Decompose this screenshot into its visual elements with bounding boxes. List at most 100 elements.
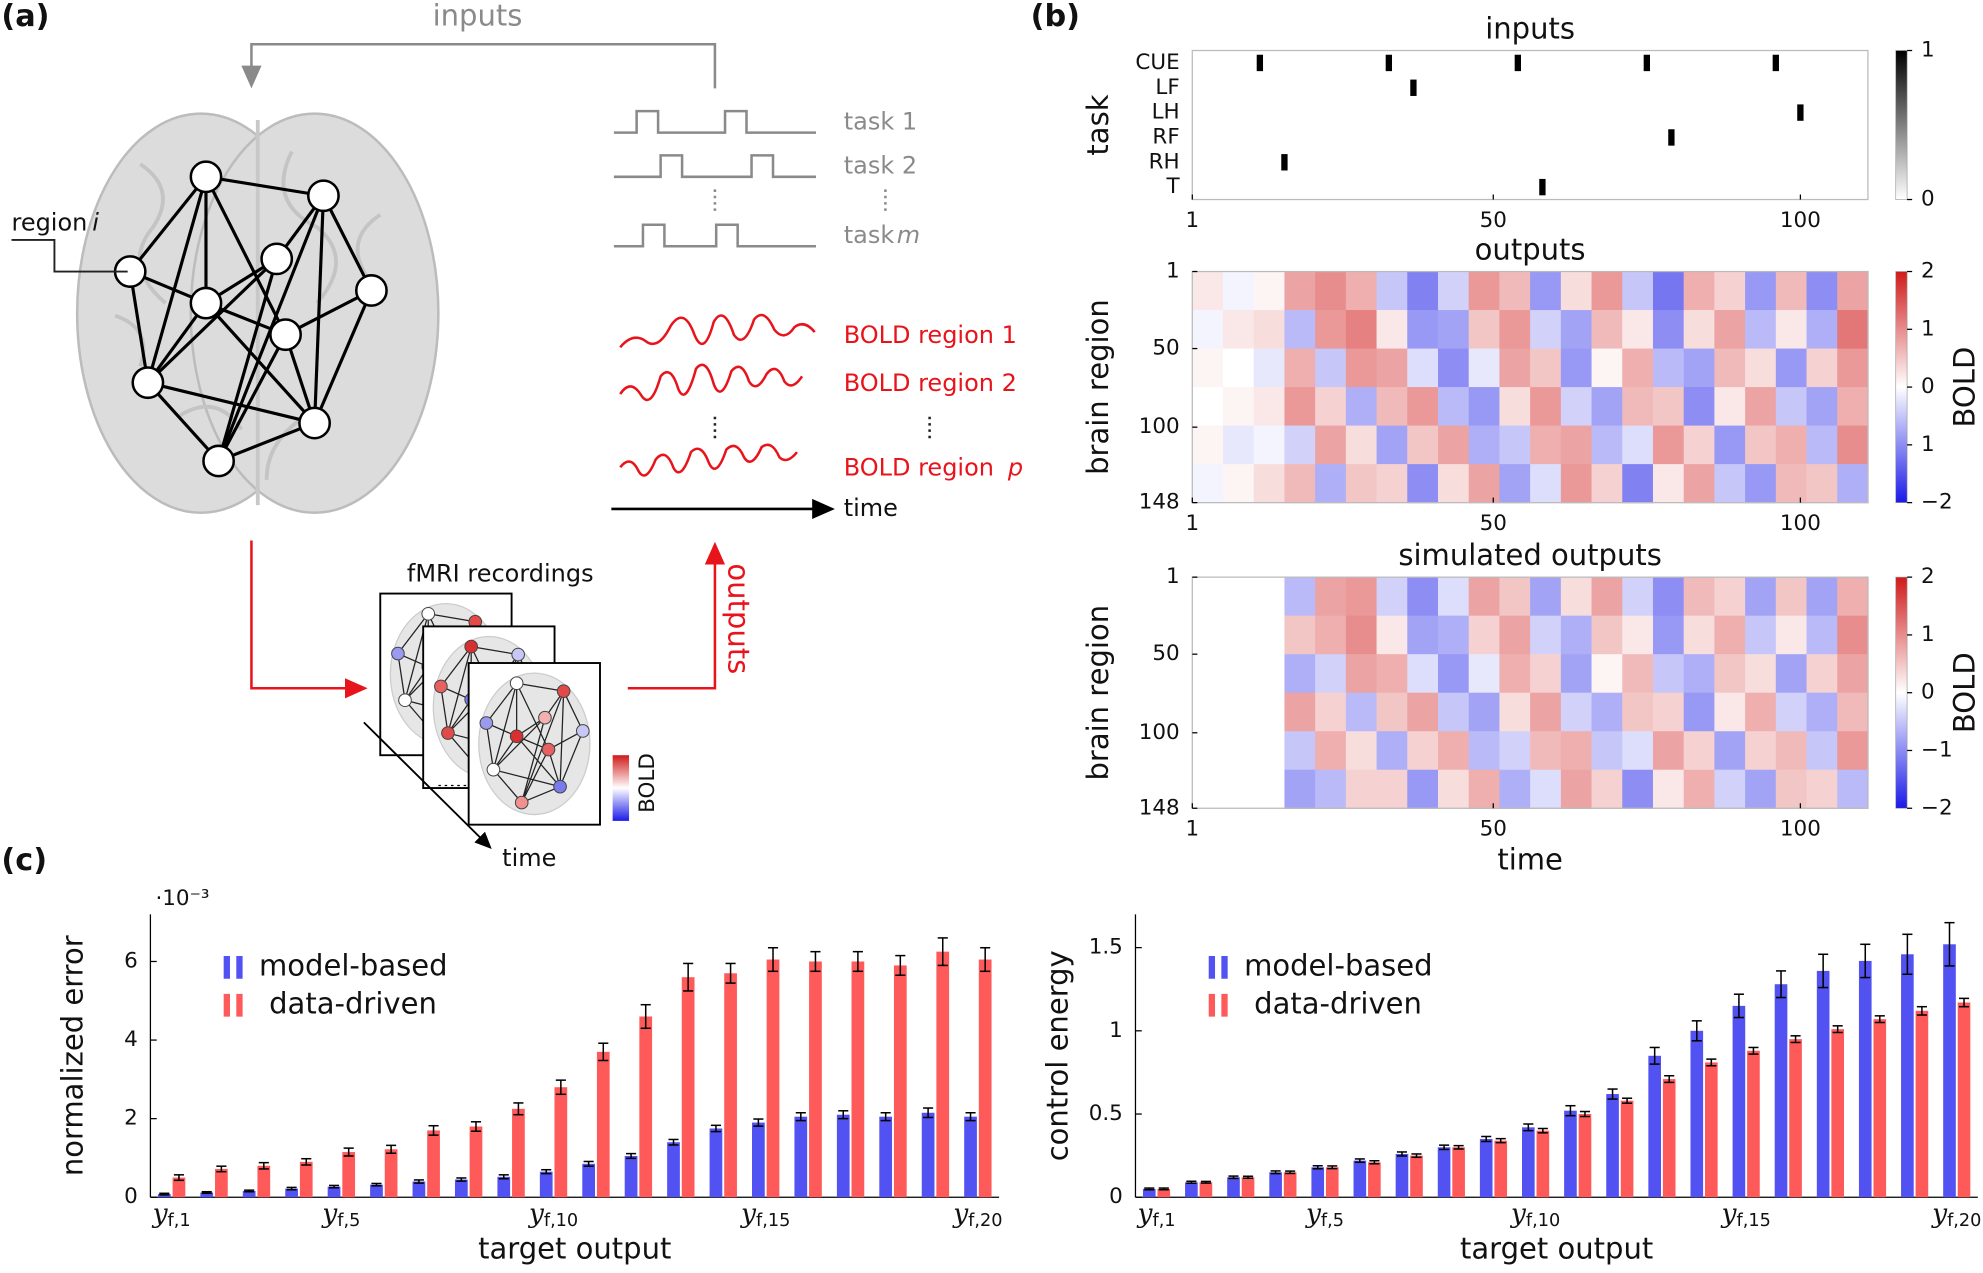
error-bar (456, 1177, 467, 1182)
heat-cell (1560, 769, 1593, 809)
heat-cell (1468, 387, 1501, 427)
heat-cell (1284, 271, 1316, 311)
heat-cell (1806, 654, 1838, 694)
y-tick-label: 100 (1139, 720, 1180, 745)
error-bar (1453, 1144, 1464, 1150)
bar (285, 1188, 298, 1198)
heat-cell (1775, 577, 1808, 617)
colorbar-tick-label: 1 (1921, 316, 1935, 341)
heat-cell (1775, 731, 1808, 771)
heat-cell (1775, 464, 1808, 504)
region-pointer (11, 239, 128, 273)
heat-cell (1622, 769, 1654, 809)
colorbar-tick-label: 2 (1921, 259, 1935, 284)
heat-cell (1437, 425, 1470, 465)
heat-cell (1560, 577, 1593, 617)
bar (1831, 1029, 1844, 1198)
bar (639, 1016, 653, 1198)
edge (217, 333, 287, 462)
heat-cell (1652, 387, 1685, 427)
event (1256, 54, 1264, 72)
heat-cell (1622, 654, 1654, 694)
heat-cell (1499, 769, 1531, 809)
heat-cell (1499, 348, 1531, 388)
y-axis-label: task (1081, 94, 1115, 155)
error-bar (1818, 953, 1829, 989)
heat-cell (1745, 425, 1777, 465)
task-var: m (897, 221, 920, 249)
heat-cell (1837, 615, 1869, 655)
task-signals (613, 109, 887, 248)
heat-cell (1407, 615, 1439, 655)
mini-edge (492, 683, 518, 770)
legend-swatch (1221, 993, 1228, 1017)
heat-cell (1499, 387, 1531, 427)
heat-cell (1468, 654, 1501, 694)
heat-cell (1376, 271, 1408, 311)
bar (512, 1108, 525, 1198)
heat-cell (1745, 654, 1777, 694)
heat-cell (1745, 310, 1777, 350)
heat-cell (1437, 615, 1470, 655)
heat-cell (1806, 348, 1838, 388)
outputs-label: outputs (721, 563, 755, 674)
error-bar (1481, 1135, 1492, 1143)
heat-cell (1775, 348, 1808, 388)
heat-cell (1622, 615, 1654, 655)
legend-label: data-driven (1254, 986, 1422, 1020)
time-arrow (363, 721, 492, 849)
error-bar (286, 1186, 297, 1191)
error-bar (683, 962, 694, 992)
y-tick-label: T (1166, 174, 1181, 199)
heat-cell (1437, 387, 1470, 427)
event (1410, 79, 1417, 96)
colorbar-tick-label: 1 (1921, 432, 1935, 457)
node (260, 242, 294, 276)
heat-cell (1714, 425, 1746, 465)
heat-cell (1652, 348, 1685, 388)
y-axis-label: control energy (1041, 950, 1075, 1161)
heat-cell (1345, 387, 1378, 427)
bar (1957, 1002, 1971, 1198)
heat-cell (1407, 464, 1439, 504)
bar (1395, 1153, 1409, 1198)
heat-cell (1468, 769, 1501, 809)
chart-title: inputs (1485, 11, 1575, 45)
heat-cell (1468, 310, 1501, 350)
y-tick-label: 148 (1139, 490, 1180, 515)
bar (1241, 1177, 1255, 1198)
bar (412, 1181, 426, 1198)
mini-edge (516, 735, 561, 788)
heat-cell (1775, 692, 1808, 732)
mini-edge (563, 690, 584, 732)
error-bar (1832, 1025, 1843, 1034)
error-bar (216, 1165, 227, 1173)
bar (1536, 1130, 1550, 1198)
bar (1227, 1177, 1240, 1198)
bar (681, 977, 695, 1198)
edge (128, 175, 208, 273)
edge (313, 289, 373, 424)
heat-cell (1437, 348, 1470, 388)
bar (1620, 1100, 1634, 1198)
bar (766, 959, 780, 1198)
heat-cell (1652, 731, 1685, 771)
heat-cell (1499, 271, 1531, 311)
panel-label: (b) (1031, 0, 1080, 34)
heat-cell (1315, 348, 1347, 388)
colorbar-tick-label: −2 (1921, 795, 1953, 820)
heat-cell (1591, 654, 1623, 694)
colorbar-tick-label: 2 (1921, 564, 1935, 589)
bar (921, 1112, 935, 1198)
network (113, 160, 388, 478)
bar (1269, 1172, 1282, 1198)
error-bar (343, 1147, 354, 1157)
heat-cell (1591, 464, 1623, 504)
heat-cell (1284, 615, 1316, 655)
heat-cell (1253, 425, 1286, 465)
bar (327, 1186, 341, 1198)
heat-cell (1315, 387, 1347, 427)
heat-cell (1468, 615, 1501, 655)
heat-cell (1837, 425, 1869, 465)
bar (1732, 1005, 1746, 1198)
